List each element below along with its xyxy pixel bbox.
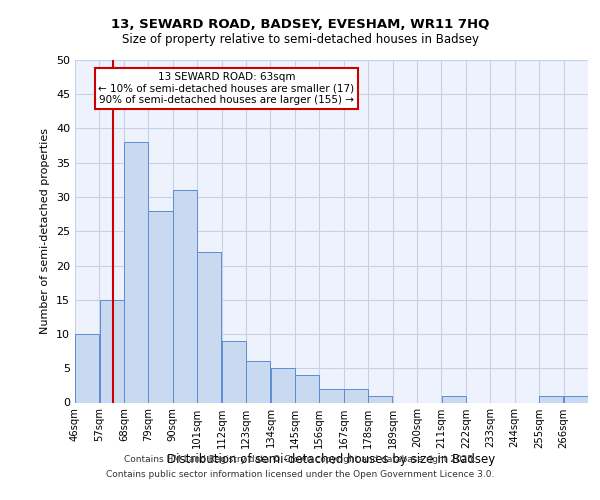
Bar bbox=[246, 362, 271, 403]
Bar bbox=[221, 341, 246, 402]
Bar bbox=[295, 375, 319, 402]
Bar bbox=[344, 389, 368, 402]
Bar bbox=[100, 300, 124, 403]
Bar bbox=[148, 210, 173, 402]
Bar bbox=[368, 396, 392, 402]
Bar bbox=[173, 190, 197, 402]
Bar bbox=[319, 389, 344, 402]
Bar bbox=[75, 334, 100, 402]
Text: Contains HM Land Registry data © Crown copyright and database right 2025.: Contains HM Land Registry data © Crown c… bbox=[124, 455, 476, 464]
Bar bbox=[124, 142, 148, 403]
Text: Contains public sector information licensed under the Open Government Licence 3.: Contains public sector information licen… bbox=[106, 470, 494, 479]
Y-axis label: Number of semi-detached properties: Number of semi-detached properties bbox=[40, 128, 50, 334]
Text: Size of property relative to semi-detached houses in Badsey: Size of property relative to semi-detach… bbox=[121, 32, 479, 46]
Text: 13, SEWARD ROAD, BADSEY, EVESHAM, WR11 7HQ: 13, SEWARD ROAD, BADSEY, EVESHAM, WR11 7… bbox=[111, 18, 489, 30]
Bar bbox=[539, 396, 563, 402]
X-axis label: Distribution of semi-detached houses by size in Badsey: Distribution of semi-detached houses by … bbox=[167, 454, 496, 466]
Bar bbox=[271, 368, 295, 402]
Bar bbox=[563, 396, 588, 402]
Bar bbox=[197, 252, 221, 402]
Bar bbox=[442, 396, 466, 402]
Text: 13 SEWARD ROAD: 63sqm
← 10% of semi-detached houses are smaller (17)
90% of semi: 13 SEWARD ROAD: 63sqm ← 10% of semi-deta… bbox=[98, 72, 355, 105]
